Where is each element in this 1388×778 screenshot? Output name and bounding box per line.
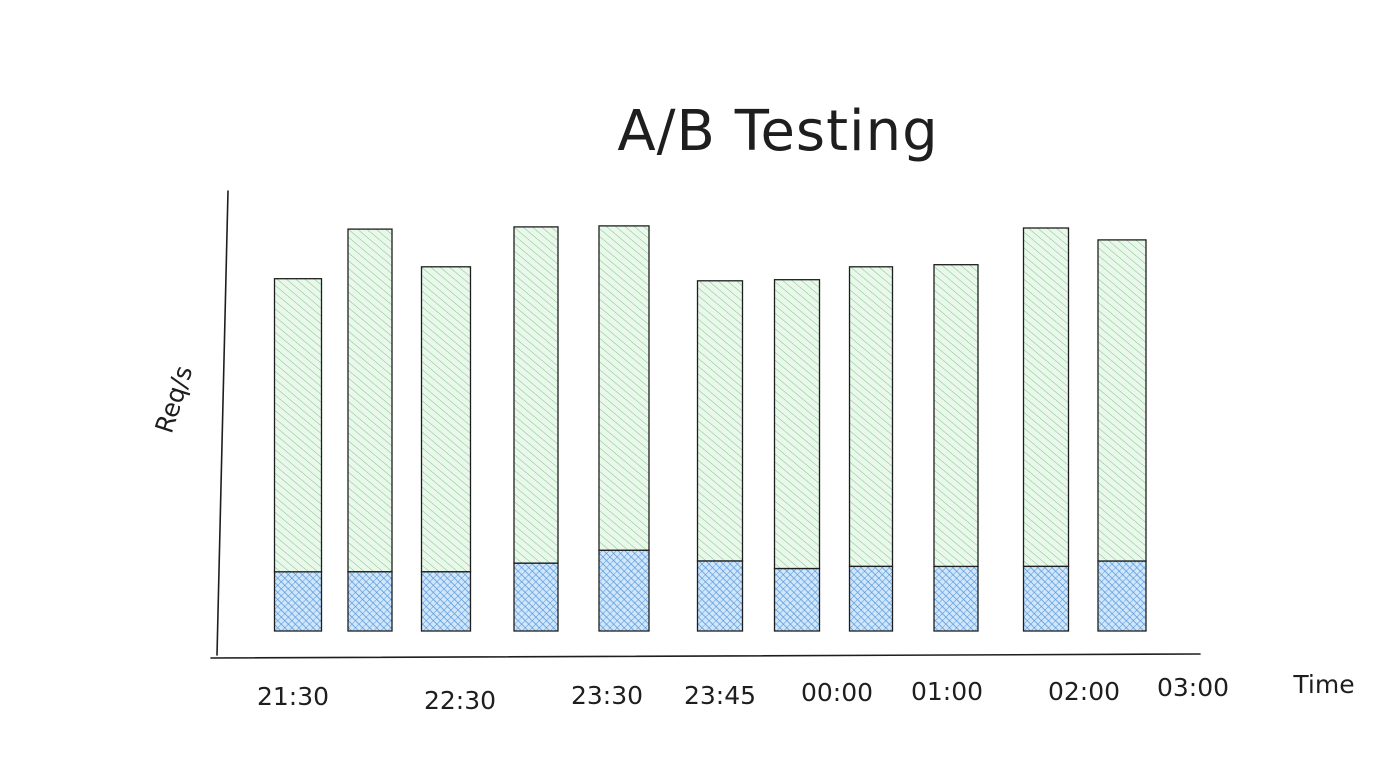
bar-segment-lower — [933, 565, 979, 632]
bar-segment-lower — [773, 567, 821, 632]
bar-segment-upper — [933, 264, 979, 568]
x-tick-label: 21:30 — [257, 682, 329, 711]
x-tick-label: 00:00 — [801, 678, 873, 707]
x-tick-label: 23:45 — [684, 681, 756, 710]
bar-segment-lower — [513, 562, 559, 632]
bar-segment-lower — [420, 571, 472, 632]
x-tick-label: 23:30 — [571, 681, 643, 710]
y-axis-label: Req/s — [149, 362, 198, 437]
bar-segment-lower — [696, 560, 744, 632]
x-tick-label: 03:00 — [1157, 673, 1229, 702]
chart-title: A/B Testing — [617, 99, 938, 164]
y-axis — [216, 190, 229, 656]
bar-segment-lower — [848, 565, 894, 632]
bar-segment-upper — [513, 226, 559, 564]
bar-segment-lower — [347, 571, 393, 632]
bar-segment-lower — [598, 549, 650, 632]
bar-segment-upper — [347, 228, 393, 573]
x-tick-label: 01:00 — [911, 677, 983, 706]
bar-segment-upper — [1022, 227, 1070, 567]
x-axis — [210, 653, 1201, 659]
bar-segment-upper — [848, 266, 894, 567]
bar-segment-upper — [773, 279, 821, 570]
x-tick-label: 22:30 — [424, 686, 496, 715]
x-tick-label: 02:00 — [1048, 677, 1120, 706]
x-axis-label: Time — [1292, 670, 1354, 699]
bar-segment-upper — [273, 278, 323, 573]
bar-segment-lower — [1097, 560, 1147, 632]
bar-segment-upper — [598, 225, 650, 551]
bar-segment-upper — [696, 280, 744, 562]
bar-segment-upper — [420, 266, 472, 573]
bars-group — [273, 225, 1147, 632]
bar-segment-lower — [273, 571, 323, 632]
bar-segment-upper — [1097, 239, 1147, 562]
bar-segment-lower — [1022, 565, 1070, 632]
